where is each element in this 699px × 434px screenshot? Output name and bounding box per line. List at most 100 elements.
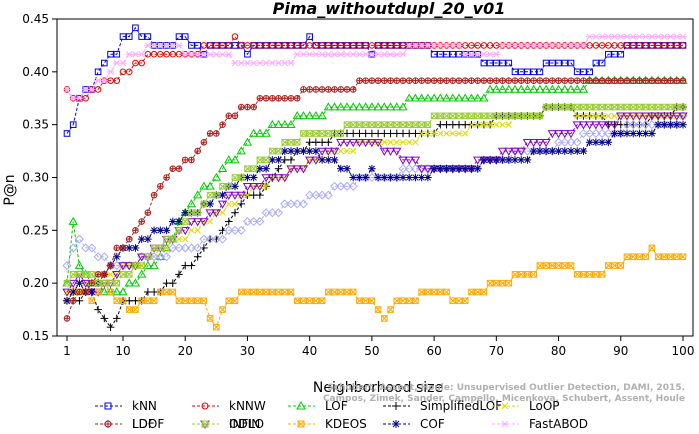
- data-point: [186, 243, 196, 253]
- data-point: [393, 139, 400, 146]
- data-point: [225, 200, 232, 208]
- y-tick-label: 0.25: [22, 223, 49, 237]
- data-point: [591, 128, 601, 138]
- data-point: [667, 253, 674, 261]
- data-point: [505, 112, 513, 120]
- data-point: [679, 120, 687, 129]
- data-point: [579, 42, 588, 49]
- data-point: [175, 42, 183, 49]
- data-point: [542, 103, 550, 111]
- data-point: [648, 42, 656, 49]
- data-point: [267, 119, 277, 128]
- data-point: [381, 42, 388, 49]
- data-point: [592, 271, 600, 278]
- data-point: [424, 130, 432, 137]
- data-point: [623, 42, 631, 49]
- data-point: [237, 288, 245, 296]
- data-point: [586, 103, 593, 111]
- data-point: [387, 77, 394, 84]
- data-point: [629, 103, 637, 111]
- data-point: [399, 51, 407, 58]
- data-point: [501, 420, 509, 428]
- data-point: [331, 130, 338, 137]
- data-point: [605, 42, 612, 49]
- data-point: [497, 147, 508, 156]
- data-point: [410, 164, 420, 174]
- data-point: [535, 84, 545, 93]
- data-point: [493, 112, 500, 120]
- data-point: [474, 288, 481, 296]
- data-point: [468, 121, 475, 128]
- data-point: [162, 252, 172, 262]
- data-point: [405, 297, 413, 305]
- data-point: [404, 156, 414, 165]
- data-point: [206, 191, 214, 199]
- data-point: [280, 199, 290, 209]
- legend-label: ODIN: [229, 417, 260, 431]
- data-point: [180, 243, 190, 253]
- data-point: [561, 77, 569, 84]
- data-point: [188, 297, 195, 305]
- data-point: [572, 84, 582, 93]
- legend-item-knnw: kNNW: [192, 399, 266, 413]
- data-point: [88, 86, 96, 93]
- data-point: [441, 93, 452, 102]
- data-point: [642, 253, 649, 261]
- data-point: [647, 120, 657, 130]
- data-point: [256, 288, 264, 296]
- data-point: [287, 59, 295, 67]
- data-point: [566, 84, 576, 93]
- data-point: [211, 209, 221, 218]
- series-layer: [62, 24, 688, 331]
- data-point: [443, 77, 450, 84]
- data-point: [325, 86, 332, 93]
- watermark-line-2: Campos, Zimek, Sander, Campello, Micenko…: [323, 394, 685, 404]
- data-point: [330, 156, 339, 164]
- data-point: [549, 77, 556, 84]
- data-point: [62, 288, 72, 297]
- data-point: [661, 103, 668, 111]
- data-point: [636, 77, 643, 84]
- data-point: [349, 42, 357, 49]
- data-point: [131, 244, 140, 252]
- data-point: [580, 103, 587, 111]
- data-point: [275, 42, 282, 49]
- data-point: [572, 137, 582, 147]
- data-point: [611, 42, 618, 49]
- data-point: [404, 93, 414, 102]
- data-point: [188, 42, 195, 49]
- data-point: [287, 94, 295, 102]
- data-point: [213, 130, 220, 137]
- data-point: [119, 244, 127, 252]
- data-point: [273, 174, 284, 183]
- data-point: [547, 130, 557, 139]
- data-point: [293, 94, 301, 102]
- data-point: [429, 93, 439, 102]
- data-point: [150, 244, 158, 252]
- data-point: [385, 147, 396, 156]
- data-point: [312, 297, 320, 305]
- legend-item-lof: LOF: [288, 399, 348, 413]
- data-point: [455, 42, 463, 49]
- data-point: [132, 24, 139, 32]
- data-point: [343, 164, 351, 173]
- data-point: [466, 93, 477, 102]
- data-point: [605, 103, 612, 111]
- data-point: [169, 235, 177, 243]
- data-point: [522, 138, 533, 148]
- data-point: [586, 112, 593, 120]
- x-tick-label: 20: [178, 344, 193, 358]
- data-point: [205, 234, 215, 244]
- data-point: [648, 129, 656, 138]
- data-point: [231, 200, 239, 208]
- data-point: [219, 306, 226, 313]
- data-point: [392, 402, 400, 410]
- data-point: [336, 138, 346, 148]
- data-point: [88, 297, 96, 305]
- data-point: [485, 84, 495, 93]
- data-point: [107, 50, 114, 58]
- data-point: [255, 128, 265, 137]
- y-tick-label: 0.15: [22, 329, 49, 343]
- data-point: [225, 42, 233, 49]
